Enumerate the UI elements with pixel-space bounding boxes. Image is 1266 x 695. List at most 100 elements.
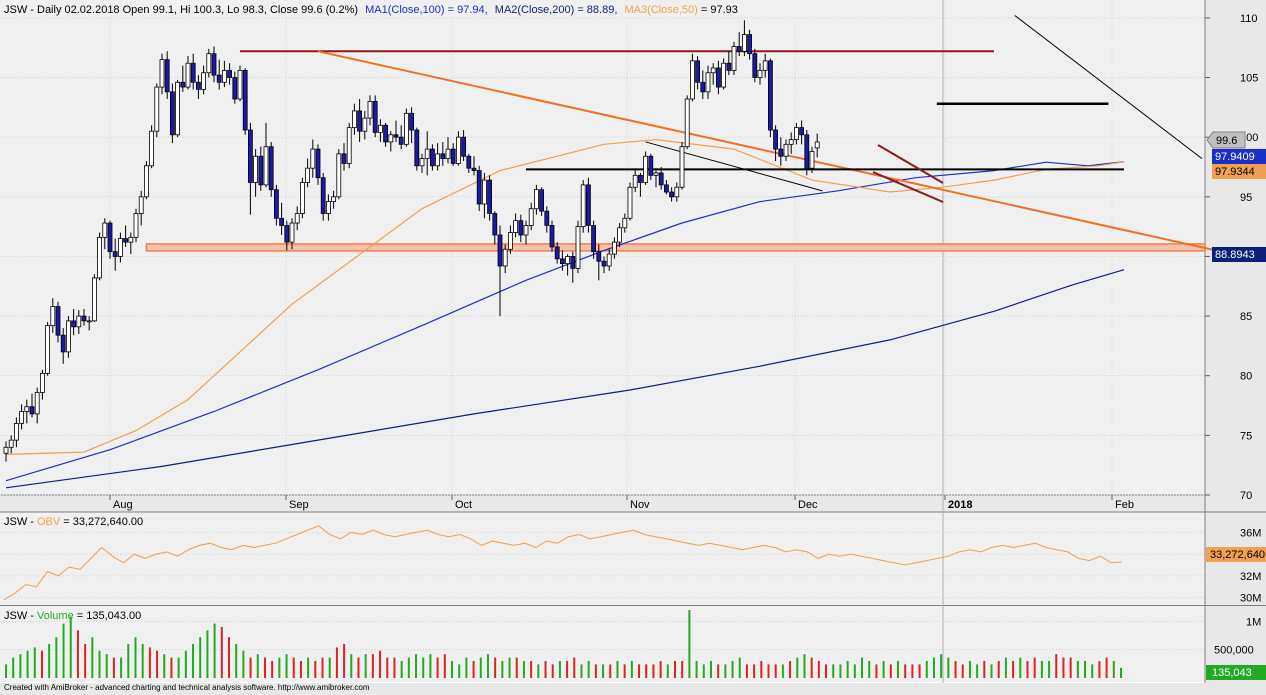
candle-body	[143, 165, 149, 198]
candle-body	[534, 189, 539, 210]
candle-body	[92, 277, 97, 322]
candle-body	[164, 59, 170, 93]
y-tick-label: 105	[1240, 73, 1258, 85]
candle-body	[648, 155, 654, 176]
candle-body	[591, 225, 596, 253]
candle-body	[450, 148, 456, 164]
candle-body	[632, 174, 638, 188]
candle-body	[195, 81, 201, 90]
candle-body	[721, 62, 726, 88]
candle-body	[102, 222, 108, 238]
candle-body	[690, 60, 695, 100]
ma2-value-tag: 88.8943	[1212, 247, 1266, 262]
candle-body	[461, 136, 467, 157]
candle-body	[539, 189, 544, 212]
candle-body	[284, 225, 290, 243]
ma3-value-tag: 97.9344	[1212, 164, 1266, 179]
candle-body	[123, 238, 128, 243]
candle-body	[289, 222, 295, 243]
candle-body	[622, 217, 628, 229]
candle-body	[695, 60, 700, 83]
candle-body	[341, 153, 347, 164]
ma-line-3	[5, 138, 1125, 455]
candle-body	[351, 110, 357, 129]
x-tick-label: Aug	[113, 499, 133, 511]
candle-body	[138, 196, 144, 214]
candle-body	[377, 124, 383, 133]
obv-value-tag: 33,272,640	[1206, 547, 1266, 562]
candle-body	[221, 69, 227, 83]
candle-body	[804, 134, 810, 169]
svg-text:97.9344: 97.9344	[1215, 166, 1255, 178]
y-tick-label: 80	[1240, 371, 1252, 383]
candle-body	[8, 439, 14, 448]
candle-body	[190, 62, 196, 83]
svg-text:88.8943: 88.8943	[1215, 249, 1255, 261]
candle-body	[544, 210, 550, 226]
candle-body	[201, 72, 207, 90]
candle-body	[34, 392, 40, 415]
footer-text: Created with AmiBroker - advanced charti…	[4, 683, 370, 692]
price-title: JSW - Daily 02.02.2018 Open 99.1, Hi 100…	[4, 4, 738, 16]
candle-body	[185, 62, 191, 88]
candlesticks	[3, 20, 820, 462]
candle-body	[128, 236, 134, 243]
obv-tick-label: 30M	[1240, 593, 1261, 605]
support-zone	[145, 243, 1206, 252]
candle-body	[476, 170, 482, 205]
flag-channel-lower	[872, 171, 944, 203]
candle-body	[674, 186, 680, 198]
candle-body	[216, 74, 222, 83]
obv-line	[3, 525, 1123, 601]
candle-body	[305, 167, 311, 183]
candle-body	[362, 117, 368, 132]
candle-body	[783, 143, 789, 157]
title-ma1: MA1(Close,100) = 97.94,	[365, 4, 488, 16]
trendline-downtrend_small	[645, 141, 823, 192]
candle-body	[549, 225, 555, 248]
ma1-value-tag: 97.9409	[1212, 149, 1266, 164]
candle-body	[388, 134, 394, 143]
title-ma2: MA2(Close,200) = 88.89,	[495, 4, 618, 16]
candle-body	[133, 213, 139, 238]
y-axis-bg	[1205, 0, 1266, 683]
volume-title: JSW - Volume = 135,043.00	[4, 610, 141, 622]
close-price-tag: 99.6	[1206, 131, 1246, 149]
candle-body	[331, 196, 337, 202]
candle-body	[242, 69, 248, 131]
date-axis-bg	[0, 495, 1205, 512]
candle-body	[149, 130, 155, 167]
candle-body	[118, 238, 123, 257]
candle-body	[45, 325, 50, 374]
candle-body	[606, 253, 612, 267]
candle-body	[398, 136, 404, 145]
candle-body	[403, 112, 409, 145]
x-tick-label: Feb	[1115, 499, 1134, 511]
candle-body	[768, 60, 773, 131]
candle-body	[440, 153, 446, 160]
candle-body	[716, 67, 721, 88]
candle-body	[258, 155, 264, 186]
candle-body	[601, 260, 607, 267]
candle-body	[279, 217, 285, 226]
candle-body	[752, 53, 758, 78]
candle-body	[247, 129, 253, 183]
candle-body	[19, 411, 25, 424]
candle-body	[814, 141, 820, 149]
candle-body	[393, 134, 399, 138]
candle-body	[86, 320, 92, 323]
candle-body	[762, 60, 768, 71]
candle-body	[263, 146, 269, 186]
candle-body	[507, 232, 513, 250]
candle-body	[429, 148, 435, 167]
title-bg	[2, 2, 799, 16]
candle-body	[455, 136, 461, 164]
candle-body	[211, 53, 217, 76]
candle-body	[778, 148, 784, 157]
candle-body	[731, 46, 737, 71]
candle-body	[237, 69, 243, 100]
candle-body	[627, 186, 633, 219]
candle-body	[497, 234, 503, 267]
candle-body	[596, 251, 602, 262]
